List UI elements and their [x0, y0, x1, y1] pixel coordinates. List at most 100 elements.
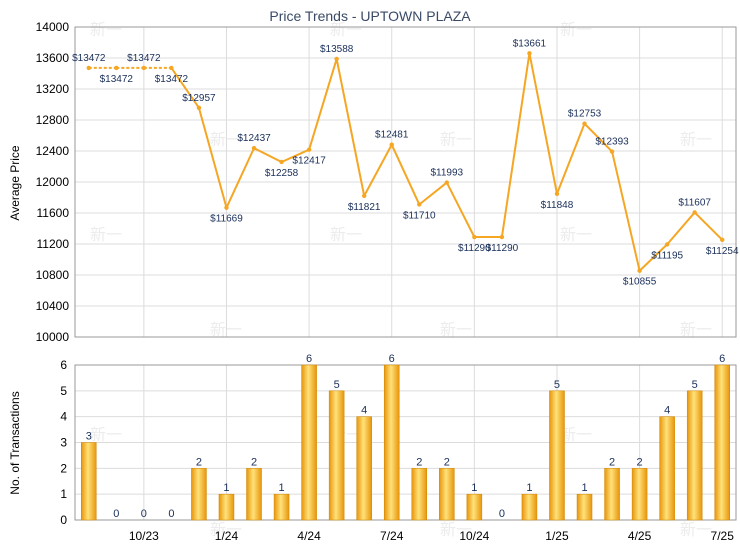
- transaction-bar: [549, 390, 565, 521]
- price-line-segment: [666, 211, 696, 246]
- price-point-label: $13661: [513, 38, 547, 49]
- watermark-glyph: 新一: [440, 320, 472, 339]
- price-point: [251, 145, 257, 151]
- transaction-bar: [218, 493, 235, 521]
- price-line-segment: [225, 147, 255, 209]
- transaction-bar-label: 0: [168, 508, 174, 520]
- price-y-tick-label: 11200: [37, 237, 70, 251]
- transaction-bar-label: 1: [223, 482, 229, 494]
- transaction-bar-label: 5: [554, 379, 560, 391]
- price-point: [554, 191, 560, 196]
- transactions-y-tick-label: 0: [60, 513, 67, 527]
- transaction-bar: [659, 416, 675, 521]
- price-point-label: $11710: [403, 210, 436, 221]
- x-axis-ticks: 10/23 1/24 4/24 7/24 10/24 1/25 4/25 7/25: [129, 529, 734, 543]
- transaction-bars: [81, 364, 730, 521]
- transaction-bar: [686, 390, 703, 521]
- transaction-bar: [576, 493, 593, 521]
- transaction-bar: [439, 468, 455, 521]
- x-tick-label: 1/24: [215, 529, 239, 543]
- watermark-glyph: 新一: [680, 130, 712, 149]
- price-point: [472, 234, 477, 240]
- watermark-glyph: 新一: [330, 20, 362, 39]
- transactions-y-tick-label: 1: [60, 487, 67, 501]
- price-point: [224, 205, 229, 210]
- price-point: [692, 210, 697, 215]
- watermark-glyph: 新一: [90, 225, 122, 244]
- price-point: [499, 234, 505, 240]
- price-point: [389, 142, 394, 147]
- transaction-bar: [411, 468, 428, 521]
- transaction-bar-label: 2: [444, 456, 450, 468]
- price-point: [582, 121, 587, 126]
- transaction-bar-label: 6: [389, 353, 395, 365]
- price-point: [361, 193, 367, 199]
- price-line-segment: [335, 58, 366, 197]
- watermark-glyph: 新一: [560, 225, 592, 244]
- price-line-segment: [197, 107, 228, 208]
- price-point-label: $12957: [182, 93, 216, 104]
- price-point: [306, 147, 312, 152]
- transaction-bar-label: 0: [499, 508, 505, 520]
- transactions-y-tick-label: 5: [60, 384, 67, 398]
- price-line-segment: [390, 144, 421, 205]
- price-y-tick-label: 12400: [36, 144, 70, 158]
- price-line: [86, 51, 725, 273]
- price-point-label: $11821: [348, 202, 381, 213]
- transactions-y-tick-label: 3: [60, 436, 67, 450]
- price-point: [279, 159, 284, 165]
- transaction-bar: [191, 468, 207, 521]
- transaction-bar: [466, 493, 483, 521]
- price-point-label: $11669: [210, 214, 243, 225]
- price-line-segment: [308, 58, 338, 150]
- transactions-y-ticks: 0 1 2 3 4 5 6: [60, 358, 67, 527]
- transaction-bar-label: 2: [609, 456, 615, 468]
- price-point: [334, 56, 339, 62]
- transaction-bar-label: 1: [526, 482, 532, 494]
- price-line-segment: [170, 67, 200, 109]
- transaction-bar: [273, 493, 290, 521]
- price-point: [114, 65, 119, 71]
- transaction-bar-label: 0: [113, 508, 119, 520]
- transaction-bar-label: 5: [334, 379, 340, 391]
- price-line-segment: [556, 123, 586, 195]
- x-tick-label: 1/25: [545, 529, 569, 543]
- price-point: [196, 105, 202, 111]
- price-point-labels: $13472 $13472 $13472 $13472 $12957 $11669 $124…: [72, 38, 739, 287]
- watermark-glyph: 新一: [90, 20, 122, 39]
- transaction-bar: [81, 442, 97, 521]
- price-point: [720, 237, 725, 243]
- x-tick-label: 10/24: [459, 529, 489, 543]
- price-point-label: $11993: [430, 168, 463, 179]
- transaction-bar: [246, 468, 262, 521]
- transactions-y-tick-label: 2: [60, 461, 67, 475]
- watermark-glyph: 新一: [210, 520, 242, 539]
- price-plot-frame: [74, 26, 737, 338]
- price-line-segment: [418, 181, 448, 206]
- transaction-bar-label: 3: [86, 431, 92, 443]
- x-tick-label: 10/23: [129, 529, 159, 543]
- transaction-bar-label: 6: [719, 353, 725, 365]
- price-point-label: $13588: [320, 44, 354, 55]
- transaction-bar-label: 4: [361, 405, 367, 417]
- price-point: [637, 268, 642, 273]
- price-point-label: $11290: [458, 243, 491, 254]
- transaction-bar: [631, 468, 648, 521]
- transaction-bar-label: 2: [637, 456, 643, 468]
- x-tick-label: 4/25: [628, 529, 652, 543]
- price-point-label: $11195: [651, 250, 683, 261]
- watermark-glyph: 新一: [90, 425, 122, 444]
- transaction-bar-label: 2: [416, 456, 422, 468]
- price-point: [444, 180, 450, 185]
- x-tick-label: 7/25: [711, 529, 735, 543]
- price-point: [141, 65, 147, 71]
- price-line-segment: [500, 53, 531, 238]
- transactions-y-tick-label: 4: [60, 410, 67, 424]
- price-point-label: $11848: [541, 200, 574, 211]
- transaction-bar: [383, 364, 400, 521]
- watermark-glyph: 新一: [440, 520, 472, 539]
- chart-title: Price Trends - UPTOWN PLAZA: [269, 8, 471, 24]
- transaction-bar-label: 4: [664, 405, 670, 417]
- price-y-tick-label: 13600: [36, 51, 70, 65]
- price-point-label: $12437: [237, 133, 271, 144]
